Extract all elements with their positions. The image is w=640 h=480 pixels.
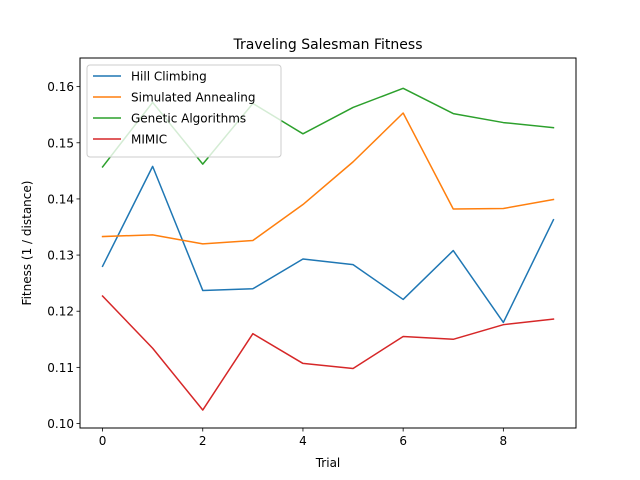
y-axis: 0.10 0.11 0.12 0.13 0.14 0.15 0.16 <box>47 80 80 431</box>
legend: Hill Climbing Simulated Annealing Genetic … <box>86 64 282 158</box>
legend-label-3: MIMIC <box>131 133 167 147</box>
x-tick-label: 4 <box>299 434 307 448</box>
y-tick-label: 0.15 <box>47 136 74 150</box>
x-tick-label: 6 <box>399 434 407 448</box>
axes-frame <box>79 57 577 429</box>
series-line-1 <box>101 112 555 245</box>
y-tick-label: 0.11 <box>47 361 74 375</box>
x-axis-label: Trial <box>315 456 341 470</box>
x-axis: 0 2 4 6 8 <box>99 428 507 448</box>
legend-label-0: Hill Climbing <box>131 70 207 84</box>
chart-title: Traveling Salesman Fitness <box>232 37 422 53</box>
x-tick-label: 0 <box>99 434 107 448</box>
y-tick-label: 0.13 <box>47 249 74 263</box>
series-layer <box>101 87 555 411</box>
y-tick-label: 0.14 <box>47 192 74 206</box>
y-tick-label: 0.10 <box>47 417 74 431</box>
legend-label-1: Simulated Annealing <box>131 91 256 105</box>
x-tick-label: 8 <box>500 434 508 448</box>
x-tick-label: 2 <box>199 434 207 448</box>
y-tick-label: 0.12 <box>47 305 74 319</box>
legend-label-2: Genetic Algorithms <box>131 112 246 126</box>
y-axis-label: Fitness (1 / distance) <box>20 181 34 306</box>
y-tick-label: 0.16 <box>47 80 74 94</box>
series-line-3 <box>101 294 555 411</box>
series-line-0 <box>101 165 555 324</box>
legend-box <box>86 64 282 158</box>
